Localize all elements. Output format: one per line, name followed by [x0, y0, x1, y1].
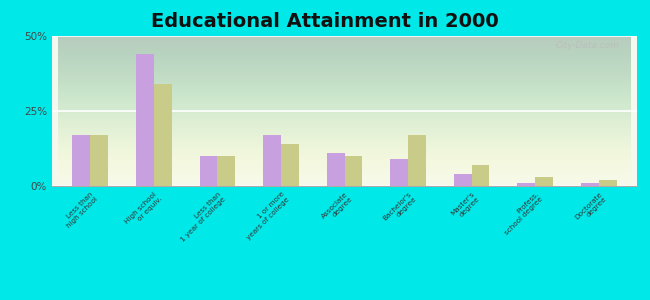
Text: Educational Attainment in 2000: Educational Attainment in 2000 [151, 12, 499, 31]
Bar [472, 165, 489, 186]
Bar [90, 135, 108, 186]
Bar [599, 180, 617, 186]
Bar [327, 153, 344, 186]
Text: City-Data.com: City-Data.com [556, 40, 619, 50]
Bar [154, 84, 172, 186]
Bar [454, 174, 472, 186]
Bar [344, 156, 362, 186]
Bar [136, 54, 154, 186]
Bar [263, 135, 281, 186]
Bar [535, 177, 553, 186]
Bar [581, 183, 599, 186]
Bar [200, 156, 217, 186]
Bar [408, 135, 426, 186]
Bar [281, 144, 299, 186]
Bar [517, 183, 535, 186]
Bar [217, 156, 235, 186]
Bar [72, 135, 90, 186]
Bar [390, 159, 408, 186]
